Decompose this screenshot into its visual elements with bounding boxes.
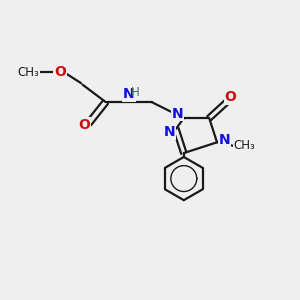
Text: N: N (218, 134, 230, 148)
Text: O: O (224, 90, 236, 104)
Text: N: N (164, 125, 175, 139)
Text: H: H (131, 86, 140, 100)
Text: O: O (54, 65, 66, 79)
Text: O: O (78, 118, 90, 132)
Text: CH₃: CH₃ (233, 140, 255, 152)
Text: CH₃: CH₃ (18, 65, 39, 79)
Text: N: N (123, 87, 135, 101)
Text: N: N (171, 106, 183, 121)
